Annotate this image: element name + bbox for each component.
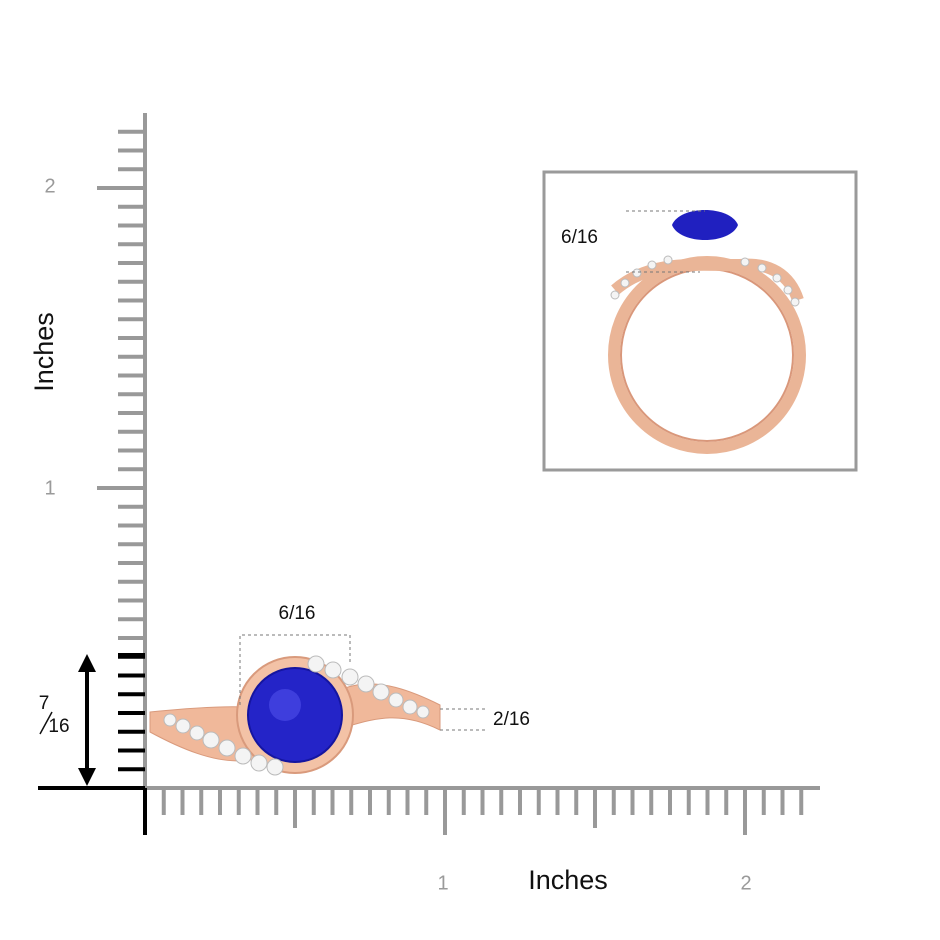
- fraction-slash: [39, 711, 53, 735]
- band-label: 2/16: [493, 709, 530, 730]
- ring: [149, 655, 441, 776]
- y-title: Inches: [29, 312, 59, 392]
- width-label: 6/16: [279, 603, 316, 624]
- x-label: 1: [437, 872, 448, 894]
- y-label: 2: [44, 175, 55, 197]
- inset-ring: [608, 210, 806, 454]
- stone-guide: [626, 210, 705, 273]
- x-label: 2: [740, 872, 751, 894]
- x-title: Inches: [528, 865, 608, 895]
- y-label: 1: [44, 477, 55, 499]
- height-arrow: [78, 653, 145, 786]
- ruler: [38, 113, 820, 835]
- fraction-denominator: 16: [48, 716, 69, 737]
- width-guide: [239, 634, 351, 705]
- fraction-numerator: 7: [39, 693, 50, 714]
- stone-height-label: 6/16: [561, 227, 598, 248]
- band-guide: [440, 708, 488, 731]
